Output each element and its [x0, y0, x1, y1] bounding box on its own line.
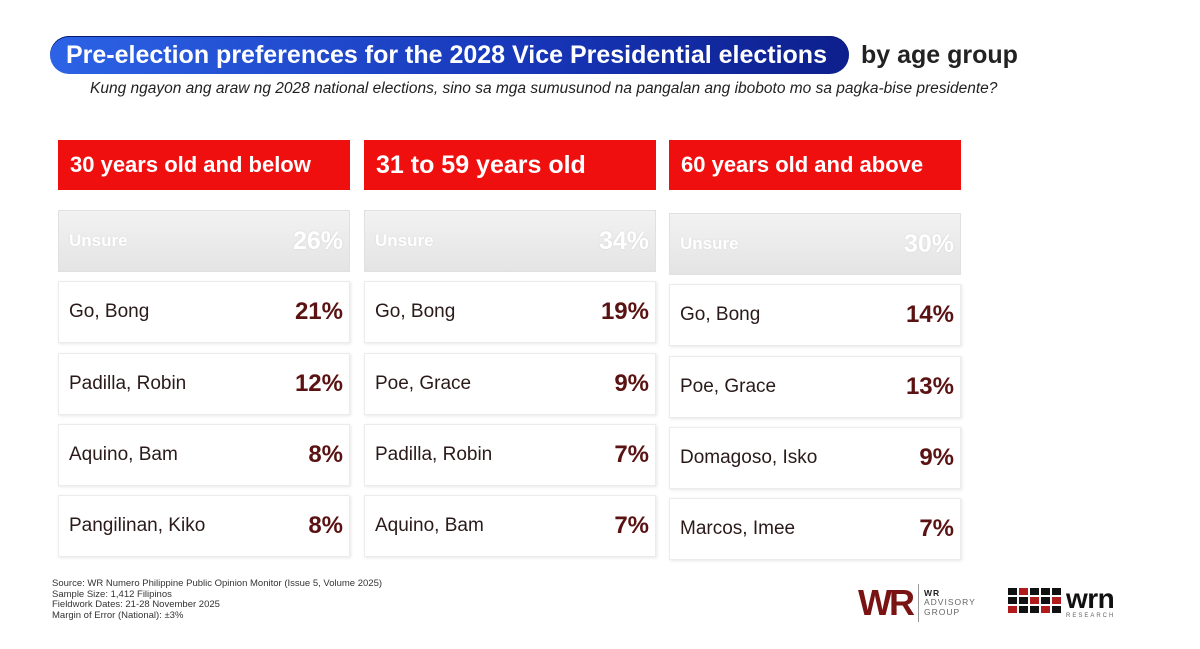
unsure-row: Unsure 34%	[364, 210, 656, 272]
sample-size-line: Sample Size: 1,412 Filipinos	[52, 588, 172, 600]
title-row: Pre-election preferences for the 2028 Vi…	[50, 36, 1018, 74]
candidate-name: Aquino, Bam	[69, 444, 178, 465]
percent-value: 26%	[292, 226, 343, 255]
candidate-row: Aquino, Bam 7%	[364, 495, 656, 557]
wr-logo-mark: WR	[858, 582, 915, 623]
wr-logo-text: WR ADVISORY GROUP	[923, 587, 976, 617]
margin-of-error-line: Margin of Error (National): ±3%	[52, 609, 184, 621]
unsure-label: Unsure	[680, 234, 739, 253]
candidate-name: Poe, Grace	[375, 373, 472, 394]
percent-value: 9%	[614, 370, 649, 397]
wr-advisory-logo: WR WR ADVISORY GROUP	[858, 580, 998, 626]
percent-value: 9%	[919, 444, 954, 471]
percent-value: 14%	[905, 301, 954, 328]
percent-value: 21%	[294, 298, 343, 325]
candidate-row: Marcos, Imee 7%	[669, 498, 961, 560]
candidate-name: Padilla, Robin	[375, 444, 493, 465]
candidate-row: Domagoso, Isko 9%	[669, 427, 961, 489]
candidate-name: Padilla, Robin	[69, 373, 187, 394]
candidate-row: Aquino, Bam 8%	[58, 424, 350, 486]
percent-value: 7%	[919, 515, 954, 542]
candidate-row: Padilla, Robin 7%	[364, 424, 656, 486]
source-line: Source: WR Numero Philippine Public Opin…	[52, 578, 383, 589]
unsure-label: Unsure	[375, 231, 434, 250]
candidate-row: Go, Bong 19%	[364, 281, 656, 343]
age-group-header: 31 to 59 years old	[364, 140, 656, 190]
candidate-row: Go, Bong 14%	[669, 284, 961, 346]
candidate-name: Go, Bong	[375, 301, 456, 322]
percent-value: 34%	[598, 226, 649, 255]
percent-value: 8%	[308, 512, 343, 539]
unsure-label: Unsure	[69, 231, 128, 250]
wrn-grid-icon	[1008, 588, 1061, 613]
candidate-name: Poe, Grace	[680, 376, 777, 397]
percent-value: 13%	[905, 373, 954, 400]
percent-value: 19%	[600, 298, 649, 325]
candidate-name: Go, Bong	[69, 301, 150, 322]
fieldwork-dates-line: Fieldwork Dates: 21-28 November 2025	[52, 599, 220, 610]
candidate-name: Domagoso, Isko	[680, 447, 818, 468]
wrn-logo-subtitle: RESEARCH	[1066, 613, 1116, 619]
percent-value: 7%	[614, 441, 649, 468]
candidate-name: Marcos, Imee	[680, 518, 796, 539]
age-group-header: 60 years old and above	[669, 140, 961, 190]
chart-title-suffix: by age group	[861, 40, 1018, 69]
survey-question: Kung ngayon ang araw ng 2028 national el…	[90, 80, 998, 97]
candidate-row: Poe, Grace 9%	[364, 353, 656, 415]
candidate-row: Poe, Grace 13%	[669, 356, 961, 418]
wrn-research-logo: wrn RESEARCH	[1008, 583, 1158, 620]
unsure-row: Unsure 26%	[58, 210, 350, 272]
logo-divider	[917, 584, 919, 622]
candidate-row: Padilla, Robin 12%	[58, 353, 350, 415]
candidate-row: Pangilinan, Kiko 8%	[58, 495, 350, 557]
candidate-name: Pangilinan, Kiko	[69, 515, 206, 536]
age-group-header: 30 years old and below	[58, 140, 350, 190]
chart-title: Pre-election preferences for the 2028 Vi…	[50, 36, 849, 74]
unsure-row: Unsure 30%	[669, 213, 961, 275]
source-notes: Source: WR Numero Philippine Public Opin…	[52, 578, 383, 621]
candidate-name: Aquino, Bam	[375, 515, 484, 536]
candidate-name: Go, Bong	[680, 304, 761, 325]
percent-value: 7%	[614, 512, 649, 539]
candidate-row: Go, Bong 21%	[58, 281, 350, 343]
wrn-logo-word: wrn	[1066, 583, 1115, 614]
percent-value: 12%	[294, 370, 343, 397]
percent-value: 30%	[903, 229, 954, 258]
percent-value: 8%	[308, 441, 343, 468]
